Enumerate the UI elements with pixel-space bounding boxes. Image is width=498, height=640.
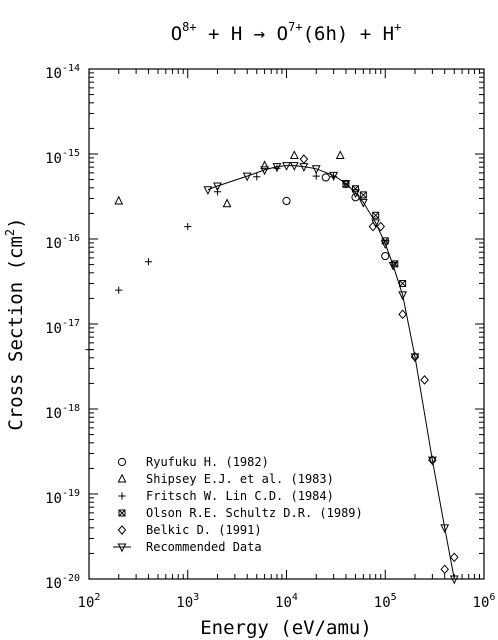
- triangle-up-data-point: [335, 150, 345, 160]
- triangle-down-data-point: [282, 162, 291, 171]
- triangle-up-data-point: [289, 150, 299, 160]
- legend-marker: [117, 473, 127, 483]
- legend-marker: [118, 509, 126, 517]
- x-tick-label: 102: [78, 592, 101, 611]
- triangle-up-data-point: [222, 198, 232, 208]
- x-box-data-point: [399, 279, 407, 287]
- diamond-data-point: [299, 154, 309, 164]
- triangle-down-data-point: [299, 163, 309, 172]
- x-box-data-point: [342, 180, 350, 188]
- plus-data-point: [115, 286, 123, 294]
- x-tick-label: 104: [275, 592, 298, 611]
- y-tick-label: 10-16: [45, 233, 80, 252]
- x-tick-label: 105: [374, 592, 397, 611]
- y-tick-label: 10-17: [45, 318, 80, 337]
- triangle-down-data-point: [351, 189, 360, 199]
- triangle-down-data-point: [449, 575, 459, 585]
- circle-data-point: [381, 251, 390, 261]
- diamond-data-point: [420, 375, 429, 385]
- triangle-down-data-point: [358, 198, 368, 208]
- diamond-data-point: [398, 309, 407, 320]
- plus-data-point: [144, 258, 153, 266]
- triangle-down-data-point: [427, 456, 437, 466]
- y-tick-label: 10-15: [45, 148, 80, 167]
- y-tick-label: 10-18: [45, 403, 80, 422]
- plus-data-point: [253, 173, 261, 181]
- triangle-down-data-point: [341, 179, 351, 189]
- plus-data-point: [85, 345, 93, 354]
- legend-label: Recommended Data: [146, 540, 262, 554]
- triangle-up-data-point: [114, 195, 124, 205]
- axis-ticks: 102 103 104 105 106 10-20 10-19 10-18 10-17 10-16…: [45, 63, 495, 611]
- legend-marker: [117, 457, 127, 467]
- y-tick-label: 10-14: [45, 63, 80, 82]
- triangle-down-data-point: [440, 524, 450, 534]
- triangle-up-data-point: [260, 160, 270, 170]
- data-markers: [85, 150, 459, 585]
- triangle-down-data-point: [242, 172, 252, 182]
- y-tick-label: 10-20: [45, 573, 80, 592]
- legend-label: Belkic D. (1991): [146, 523, 262, 537]
- triangle-down-data-point: [289, 162, 299, 171]
- triangle-down-data-point: [260, 166, 270, 176]
- triangle-down-data-point: [203, 186, 213, 196]
- triangle-down-data-point: [388, 261, 398, 271]
- legend-label: Shipsey E.J. et al. (1983): [146, 472, 334, 486]
- triangle-down-data-point: [380, 240, 390, 250]
- chart-title: O8+ + H → O7+(6h) + H+: [171, 20, 402, 45]
- circle-data-point: [321, 173, 330, 182]
- x-tick-label: 106: [473, 592, 496, 611]
- triangle-down-data-point: [329, 171, 339, 181]
- legend: Ryufuku H. (1982) Shipsey E.J. et al. (19…: [113, 455, 363, 554]
- diamond-data-point: [440, 564, 449, 575]
- legend-label: Olson R.E. Schultz D.R. (1989): [146, 506, 363, 520]
- circle-data-point: [282, 196, 291, 206]
- legend-marker: [117, 525, 127, 535]
- triangle-down-data-point: [371, 219, 381, 229]
- plus-data-point: [184, 222, 192, 231]
- legend-marker: [117, 543, 127, 553]
- diamond-data-point: [450, 552, 459, 563]
- diamond-data-point: [376, 221, 385, 232]
- x-box-data-point: [372, 211, 380, 219]
- triangle-down-data-point: [213, 182, 222, 192]
- x-tick-label: 103: [176, 592, 199, 611]
- x-axis-title: Energy (eV/amu): [200, 617, 372, 639]
- legend-label: Ryufuku H. (1982): [146, 455, 269, 469]
- triangle-down-data-point: [272, 163, 282, 172]
- triangle-down-data-point: [410, 353, 420, 363]
- triangle-down-data-point: [311, 165, 321, 175]
- legend-label: Fritsch W. Lin C.D. (1984): [146, 489, 334, 503]
- x-box-data-point: [352, 185, 360, 193]
- y-tick-label: 10-19: [45, 488, 80, 507]
- y-axis-title: Cross Section (cm2): [3, 217, 27, 430]
- circle-data-point: [351, 193, 360, 202]
- x-box-data-point: [359, 191, 367, 199]
- legend-marker: [118, 492, 126, 500]
- triangle-down-data-point: [398, 291, 408, 301]
